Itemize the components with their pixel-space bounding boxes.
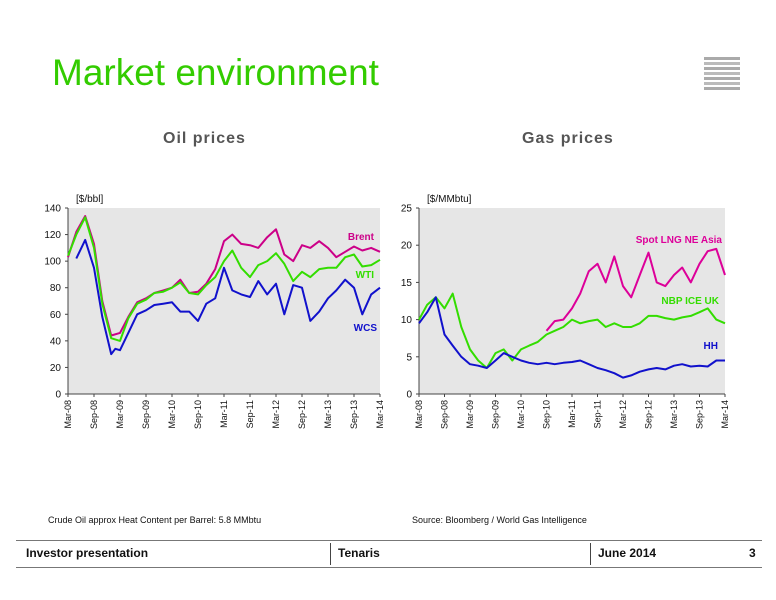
oil-x-tick-label: Sep-10 bbox=[193, 400, 203, 429]
gas-series-label: NBP ICE UK bbox=[661, 296, 719, 307]
oil-y-tick-label: 120 bbox=[44, 230, 61, 241]
gas-x-tick-label: Sep-08 bbox=[440, 400, 450, 429]
gas-y-axis-label: [$/MMbtu] bbox=[427, 194, 472, 205]
gas-y-tick-label: 10 bbox=[401, 315, 413, 326]
footer-presentation: Investor presentation bbox=[26, 546, 149, 560]
heat-content-note: Crude Oil approx Heat Content per Barrel… bbox=[48, 515, 262, 525]
gas-series-0 bbox=[545, 247, 726, 332]
oil-x-tick-label: Sep-11 bbox=[245, 400, 255, 428]
oil-y-tick-label: 40 bbox=[50, 336, 62, 347]
gas-x-tick-label: Sep-13 bbox=[695, 400, 705, 429]
gas-y-tick-label: 15 bbox=[401, 278, 413, 289]
oil-plot-area bbox=[68, 208, 380, 394]
gas-x-tick-label: Sep-09 bbox=[491, 400, 501, 429]
gas-series-1 bbox=[418, 292, 726, 369]
gas-prices-chart: [$/MMbtu] 0 5 10 15 20 25 Mar-08 Sep-08 Mar-09 Sep… bbox=[401, 194, 730, 429]
footer-page-number: 3 bbox=[749, 546, 756, 560]
gas-x-tick-label: Mar-12 bbox=[618, 400, 628, 429]
oil-x-tick-label: Sep-09 bbox=[141, 400, 151, 429]
gas-x-tick-label: Sep-10 bbox=[542, 400, 552, 429]
gas-y-tick-label: 5 bbox=[406, 352, 412, 363]
page-title: Market environment bbox=[52, 52, 379, 93]
oil-x-tick-label: Mar-12 bbox=[271, 400, 281, 429]
footer-divider bbox=[330, 543, 331, 565]
tenaris-logo-icon bbox=[704, 57, 740, 90]
oil-x-tick-label: Mar-09 bbox=[115, 400, 125, 429]
gas-x-tick-label: Mar-13 bbox=[669, 400, 679, 429]
gas-y-tick-label: 20 bbox=[401, 241, 413, 252]
gas-y-tick-label: 0 bbox=[406, 390, 412, 401]
oil-x-tick-label: Mar-14 bbox=[375, 400, 385, 429]
gas-x-tick-label: Mar-14 bbox=[720, 400, 730, 429]
footer-company: Tenaris bbox=[338, 546, 380, 560]
oil-y-tick-label: 140 bbox=[44, 204, 61, 215]
gas-series-label: HH bbox=[704, 341, 718, 352]
oil-series-1 bbox=[67, 216, 381, 342]
gas-y-tick-label: 25 bbox=[401, 204, 413, 215]
gas-x-tick-label: Mar-08 bbox=[414, 400, 424, 429]
gas-x-tick-label: Sep-12 bbox=[644, 400, 654, 429]
oil-y-tick-label: 0 bbox=[55, 390, 61, 401]
oil-x-tick-label: Mar-13 bbox=[323, 400, 333, 429]
oil-x-tick-label: Mar-10 bbox=[167, 400, 177, 429]
gas-series-2 bbox=[418, 296, 725, 379]
oil-x-tick-label: Sep-12 bbox=[297, 400, 307, 429]
oil-series-2 bbox=[75, 238, 381, 356]
oil-x-tick-label: Mar-11 bbox=[219, 400, 229, 428]
gas-series-label: Spot LNG NE Asia bbox=[636, 235, 723, 246]
oil-y-tick-label: 80 bbox=[50, 283, 62, 294]
oil-y-axis-label: [$/bbl] bbox=[76, 194, 103, 205]
gas-x-tick-label: Mar-09 bbox=[465, 400, 475, 429]
oil-x-tick-label: Sep-13 bbox=[349, 400, 359, 429]
gas-x-tick-label: Mar-10 bbox=[516, 400, 526, 429]
footer-date: June 2014 bbox=[598, 546, 657, 560]
gas-chart-title: Gas prices bbox=[522, 130, 614, 147]
oil-prices-chart: [$/bbl] 0 20 40 60 80 100 120 140 Mar-08 Sep-08 Mar… bbox=[44, 194, 385, 429]
footer: Investor presentation Tenaris June 2014 … bbox=[16, 540, 762, 568]
oil-series-label: WCS bbox=[354, 323, 378, 334]
oil-chart-title: Oil prices bbox=[163, 130, 246, 147]
gas-x-tick-label: Mar-11 bbox=[567, 400, 577, 428]
oil-y-tick-label: 20 bbox=[50, 363, 62, 374]
oil-series-label: WTI bbox=[356, 270, 375, 281]
oil-x-tick-label: Mar-08 bbox=[63, 400, 73, 429]
oil-x-tick-label: Sep-08 bbox=[89, 400, 99, 429]
oil-series-label: Brent bbox=[348, 232, 375, 243]
oil-y-tick-label: 100 bbox=[44, 257, 61, 268]
oil-y-tick-label: 60 bbox=[50, 310, 62, 321]
source-note: Source: Bloomberg / World Gas Intelligen… bbox=[412, 515, 587, 525]
gas-x-tick-label: Sep-11 bbox=[593, 400, 603, 428]
footer-divider bbox=[590, 543, 591, 565]
oil-series-0 bbox=[67, 215, 381, 337]
